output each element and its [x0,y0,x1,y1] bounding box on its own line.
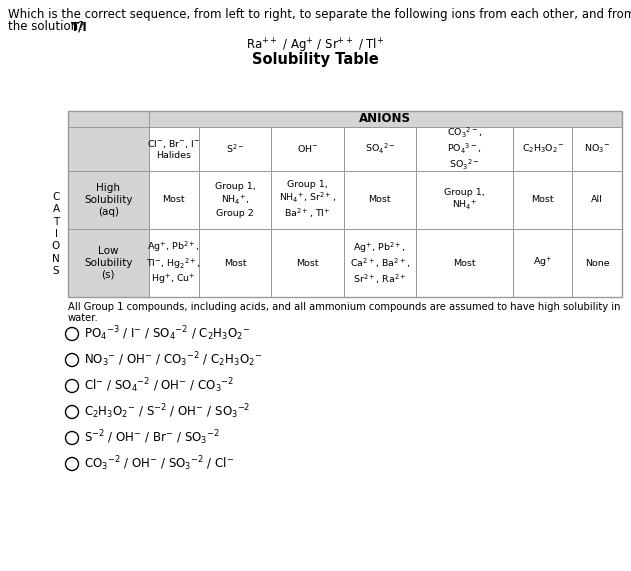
Bar [514,127,572,171]
Text: Group 1,
NH$_4$$^{+}$: Group 1, NH$_4$$^{+}$ [444,188,485,212]
Bar [68,111,149,127]
Bar [68,171,149,229]
Text: Most: Most [454,259,476,267]
Bar [271,229,344,297]
Bar [199,127,271,171]
Text: SO$_4$$^{2-}$: SO$_4$$^{2-}$ [365,142,395,156]
Bar [199,229,271,297]
Text: C$_2$H$_3$O$_2$$^{-}$ / S$^{-2}$ / OH$^{-}$ / SO$_3$$^{-2}$: C$_2$H$_3$O$_2$$^{-}$ / S$^{-2}$ / OH$^{… [83,403,250,421]
Text: Which is the correct sequence, from left to right, to separate the following ion: Which is the correct sequence, from left… [8,8,631,21]
Text: Group 1,
NH$_4$$^{+}$,
Group 2: Group 1, NH$_4$$^{+}$, Group 2 [215,182,256,218]
Text: Most: Most [224,259,246,267]
Text: S$^{2-}$: S$^{2-}$ [226,143,244,155]
Text: ANIONS: ANIONS [360,112,411,126]
Text: All: All [591,195,603,204]
Bar [416,171,514,229]
Text: Cl$^{-}$ / SO$_4$$^{-2}$ / OH$^{-}$ / CO$_3$$^{-2}$: Cl$^{-}$ / SO$_4$$^{-2}$ / OH$^{-}$ / CO… [83,377,233,395]
Bar [271,127,344,171]
Text: C
A
T
I
O
N
S: C A T I O N S [52,192,60,276]
Text: PO$_4$$^{-3}$ / I$^{-}$ / SO$_4$$^{-2}$ / C$_2$H$_3$O$_2$$^{-}$: PO$_4$$^{-3}$ / I$^{-}$ / SO$_4$$^{-2}$ … [83,325,250,343]
Bar [344,229,416,297]
Text: Ag$^{+}$: Ag$^{+}$ [533,256,552,270]
Text: NO$_3$$^{-}$: NO$_3$$^{-}$ [584,143,610,155]
Text: S$^{-2}$ / OH$^{-}$ / Br$^{-}$ / SO$_3$$^{-2}$: S$^{-2}$ / OH$^{-}$ / Br$^{-}$ / SO$_3$$… [83,429,220,447]
Text: the solution?: the solution? [8,20,88,33]
Bar [344,127,416,171]
Text: Most: Most [531,195,554,204]
Bar [271,171,344,229]
Text: water.: water. [68,313,98,323]
Bar [572,127,622,171]
Text: Solubility Table: Solubility Table [252,52,379,67]
Bar [68,127,149,171]
Bar [149,229,199,297]
Text: High
Solubility
(aq): High Solubility (aq) [84,183,133,216]
Bar [344,171,416,229]
Bar [416,127,514,171]
Bar [68,229,149,297]
Bar [416,229,514,297]
Bar [572,229,622,297]
Bar [149,111,622,127]
Bar [572,171,622,229]
Text: Most: Most [296,259,319,267]
Bar [514,171,572,229]
Text: CO$_3$$^{-2}$ / OH$^{-}$ / SO$_3$$^{-2}$ / Cl$^{-}$: CO$_3$$^{-2}$ / OH$^{-}$ / SO$_3$$^{-2}$… [83,455,233,473]
Text: CO$_3$$^{2-}$,
PO$_4$$^{3-}$,
SO$_3$$^{2-}$: CO$_3$$^{2-}$, PO$_4$$^{3-}$, SO$_3$$^{2… [447,126,483,172]
Text: Low
Solubility
(s): Low Solubility (s) [84,247,133,280]
Text: Most: Most [369,195,391,204]
Text: Most: Most [162,195,185,204]
Text: None: None [585,259,610,267]
Text: NO$_3$$^{-}$ / OH$^{-}$ / CO$_3$$^{-2}$ / C$_2$H$_3$O$_2$$^{-}$: NO$_3$$^{-}$ / OH$^{-}$ / CO$_3$$^{-2}$ … [83,351,262,369]
Text: C$_2$H$_3$O$_2$$^{-}$: C$_2$H$_3$O$_2$$^{-}$ [522,143,563,155]
Text: All Group 1 compounds, including acids, and all ammonium compounds are assumed t: All Group 1 compounds, including acids, … [68,302,620,312]
Bar [514,229,572,297]
Text: Ra$^{++}$ / Ag$^{+}$ / Sr$^{++}$ / Tl$^{+}$: Ra$^{++}$ / Ag$^{+}$ / Sr$^{++}$ / Tl$^{… [246,37,384,55]
Bar [68,111,622,297]
Text: Ag$^{+}$, Pb$^{2+}$,
Tl$^{-}$, Hg$_2$$^{2+}$,
Hg$^{+}$, Cu$^{+}$: Ag$^{+}$, Pb$^{2+}$, Tl$^{-}$, Hg$_2$$^{… [146,239,201,287]
Text: T/I: T/I [71,20,88,33]
Bar [149,127,199,171]
Text: OH$^{-}$: OH$^{-}$ [297,143,318,155]
Bar [149,171,199,229]
Text: Ag$^{+}$, Pb$^{2+}$,
Ca$^{2+}$, Ba$^{2+}$,
Sr$^{2+}$, Ra$^{2+}$: Ag$^{+}$, Pb$^{2+}$, Ca$^{2+}$, Ba$^{2+}… [350,240,410,286]
Text: Cl$^{-}$, Br$^{-}$, I$^{-}$
Halides: Cl$^{-}$, Br$^{-}$, I$^{-}$ Halides [147,138,201,160]
Bar [199,171,271,229]
Text: Group 1,
NH$_4$$^{+}$, Sr$^{2+}$,
Ba$^{2+}$, Tl$^{+}$: Group 1, NH$_4$$^{+}$, Sr$^{2+}$, Ba$^{2… [279,179,336,220]
